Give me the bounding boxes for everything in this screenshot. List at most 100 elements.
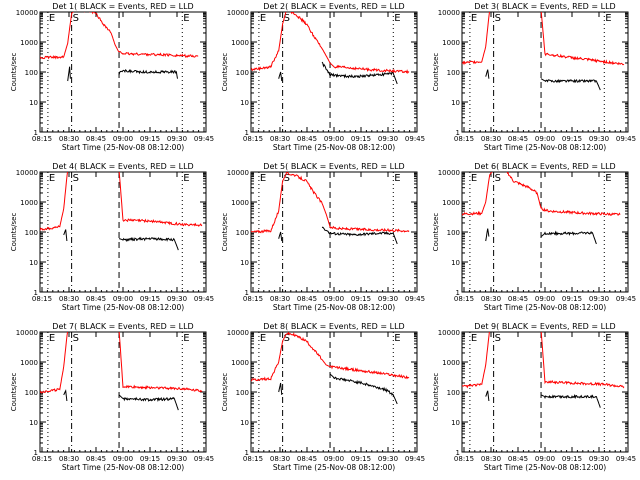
y-tick-label: 10000: [227, 329, 249, 337]
plot-title: Det 5( BLACK = Events, RED = LLD: [263, 162, 404, 171]
x-tick-label: 09:15: [351, 455, 371, 463]
events-series-line: [118, 236, 179, 251]
x-axis-label: Start Time (25-Nov-08 08:12:00): [484, 463, 606, 472]
x-tick-label: 08:30: [481, 295, 501, 303]
y-axis-label: Counts/sec: [221, 373, 229, 412]
event-marker-label: E: [183, 333, 189, 344]
x-tick-label: 08:45: [86, 295, 106, 303]
x-axis-label: Start Time (25-Nov-08 08:12:00): [62, 463, 184, 472]
event-marker-label: S: [73, 333, 79, 344]
y-tick-label: 1: [245, 129, 249, 137]
lld-series-line: [40, 332, 203, 394]
y-tick-label: 1000: [442, 359, 460, 367]
y-tick-label: 1000: [231, 39, 249, 47]
plot-title: Det 1( BLACK = Events, RED = LLD: [52, 2, 193, 11]
x-tick-label: 09:30: [589, 295, 609, 303]
detector-plot-9: Det 9( BLACK = Events, RED = LLD 1 10 100 10…: [432, 322, 636, 472]
events-series-line: [278, 382, 283, 395]
y-tick-label: 10000: [438, 329, 460, 337]
events-series-line: [321, 61, 398, 85]
y-axis-label: Counts/sec: [221, 53, 229, 92]
events-series-line: [63, 389, 68, 402]
y-axis-label: Counts/sec: [10, 373, 18, 412]
x-tick-label: 09:00: [535, 455, 555, 463]
x-tick-label: 08:30: [59, 295, 79, 303]
plot-title: Det 9( BLACK = Events, RED = LLD: [474, 322, 615, 331]
y-axis-label: Counts/sec: [432, 213, 440, 252]
y-tick-label: 100: [236, 229, 249, 237]
x-tick-label: 09:30: [378, 135, 398, 143]
x-tick-label: 09:30: [589, 455, 609, 463]
event-marker-label: E: [183, 13, 189, 24]
x-tick-label: 08:30: [59, 455, 79, 463]
x-tick-label: 09:00: [324, 295, 344, 303]
event-marker-label: S: [284, 13, 290, 24]
x-tick-label: 09:45: [194, 455, 214, 463]
x-tick-label: 08:15: [32, 135, 52, 143]
x-tick-label: 09:30: [167, 135, 187, 143]
events-series-line: [278, 71, 283, 82]
event-marker-label: S: [495, 13, 501, 24]
x-axis-label: Start Time (25-Nov-08 08:12:00): [484, 143, 606, 152]
x-tick-label: 08:30: [270, 135, 290, 143]
y-tick-label: 10000: [227, 169, 249, 177]
y-tick-label: 10000: [438, 169, 460, 177]
x-axis-label: Start Time (25-Nov-08 08:12:00): [273, 143, 395, 152]
plot-frame: [39, 11, 207, 133]
event-marker-label: E: [260, 173, 266, 184]
x-tick-label: 09:45: [194, 135, 214, 143]
event-marker-label: S: [284, 173, 290, 184]
y-tick-label: 100: [25, 69, 38, 77]
plot-title: Det 3( BLACK = Events, RED = LLD: [474, 2, 615, 11]
y-tick-label: 1000: [231, 359, 249, 367]
x-tick-label: 08:45: [86, 455, 106, 463]
y-tick-label: 10000: [16, 169, 38, 177]
events-series-line: [321, 226, 398, 245]
x-tick-label: 09:30: [378, 295, 398, 303]
event-marker-label: E: [471, 333, 477, 344]
x-tick-label: 09:15: [140, 135, 160, 143]
plot-frame: [250, 171, 418, 293]
events-series-line: [67, 66, 71, 82]
lld-series-line: [462, 172, 621, 217]
detector-plot-5: Det 5( BLACK = Events, RED = LLD 1 10 100 10…: [221, 162, 425, 312]
x-tick-label: 08:30: [481, 455, 501, 463]
y-tick-label: 1: [34, 289, 38, 297]
y-tick-label: 10: [451, 419, 460, 427]
lld-series-line: [462, 12, 625, 66]
plot-frame: [250, 331, 418, 453]
x-tick-label: 08:30: [481, 135, 501, 143]
events-series-line: [63, 229, 68, 242]
y-tick-label: 10000: [227, 9, 249, 17]
x-tick-label: 09:15: [140, 455, 160, 463]
x-tick-label: 08:45: [297, 455, 317, 463]
lld-series-line: [251, 172, 410, 234]
events-series-line: [540, 78, 601, 91]
y-tick-label: 100: [25, 229, 38, 237]
x-tick-label: 08:30: [59, 135, 79, 143]
x-tick-label: 08:15: [243, 295, 263, 303]
event-marker-label: E: [471, 173, 477, 184]
event-marker-label: E: [49, 173, 55, 184]
y-tick-label: 100: [447, 69, 460, 77]
detector-plot-6: Det 6( BLACK = Events, RED = LLD 1 10 100 10…: [432, 162, 636, 312]
plot-title: Det 2( BLACK = Events, RED = LLD: [263, 2, 404, 11]
events-series-line: [485, 228, 490, 242]
y-tick-label: 1: [456, 129, 460, 137]
x-axis-label: Start Time (25-Nov-08 08:12:00): [484, 303, 606, 312]
lld-series-line: [251, 12, 410, 74]
y-tick-label: 1000: [231, 199, 249, 207]
x-tick-label: 09:00: [113, 455, 133, 463]
events-series-line: [118, 69, 178, 79]
event-marker-label: S: [495, 333, 501, 344]
y-tick-label: 1: [245, 449, 249, 457]
y-tick-label: 1000: [20, 359, 38, 367]
event-marker-label: S: [284, 333, 290, 344]
x-axis-label: Start Time (25-Nov-08 08:12:00): [62, 303, 184, 312]
detector-plot-4: Det 4( BLACK = Events, RED = LLD 1 10 100 10…: [10, 162, 214, 312]
x-tick-label: 08:15: [243, 135, 263, 143]
event-marker-label: S: [495, 173, 501, 184]
lld-series-line: [462, 332, 625, 389]
y-tick-label: 10: [240, 259, 249, 267]
x-tick-label: 08:45: [297, 135, 317, 143]
